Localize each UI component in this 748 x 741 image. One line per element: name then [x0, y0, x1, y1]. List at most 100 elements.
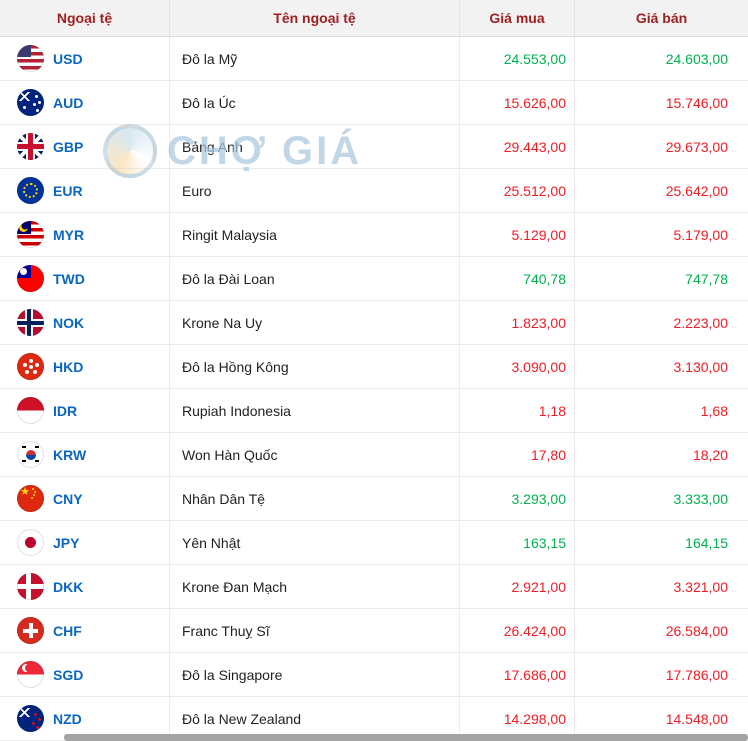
currency-name: Đô la Đài Loan: [182, 270, 275, 287]
sell-price: 2.223,00: [673, 314, 729, 331]
hk-flag-icon: [17, 353, 44, 380]
currency-cell: USD: [0, 37, 170, 80]
sell-price-cell: 1,68: [575, 389, 748, 432]
sell-price-cell: 15.746,00: [575, 81, 748, 124]
currency-name: Won Hàn Quốc: [182, 446, 278, 463]
currency-cell: DKK: [0, 565, 170, 608]
header-buy-price: Giá mua: [460, 0, 575, 36]
currency-code-link[interactable]: JPY: [53, 534, 80, 551]
buy-price-cell: 3.090,00: [460, 345, 575, 388]
au-flag-icon: [17, 89, 44, 116]
tw-flag-icon: [17, 265, 44, 292]
sell-price: 747,78: [685, 270, 728, 287]
sell-price: 3.333,00: [673, 490, 729, 507]
sell-price: 3.321,00: [673, 578, 729, 595]
table-row: USD Đô la Mỹ 24.553,00 24.603,00: [0, 37, 748, 81]
currency-code-link[interactable]: HKD: [53, 358, 84, 375]
sell-price-cell: 29.673,00: [575, 125, 748, 168]
gb-flag-icon: [17, 133, 44, 160]
buy-price-cell: 26.424,00: [460, 609, 575, 652]
currency-name-cell: Euro: [170, 169, 460, 212]
currency-code-link[interactable]: KRW: [53, 446, 87, 463]
currency-code-link[interactable]: AUD: [53, 94, 84, 111]
buy-price: 163,15: [523, 534, 566, 551]
buy-price: 3.293,00: [511, 490, 567, 507]
header-currency-name: Tên ngoại tệ: [170, 0, 460, 36]
currency-cell: NOK: [0, 301, 170, 344]
currency-name-cell: Krone Đan Mạch: [170, 565, 460, 608]
currency-code-link[interactable]: NZD: [53, 710, 82, 727]
currency-name: Franc Thuỵ Sĩ: [182, 622, 270, 639]
currency-code-link[interactable]: CHF: [53, 622, 82, 639]
table-row: HKD Đô la Hồng Kông 3.090,00 3.130,00: [0, 345, 748, 389]
currency-code-link[interactable]: DKK: [53, 578, 84, 595]
currency-code-link[interactable]: USD: [53, 50, 83, 67]
currency-name: Nhân Dân Tệ: [182, 490, 266, 507]
buy-price: 1.823,00: [511, 314, 567, 331]
buy-price: 26.424,00: [503, 622, 566, 639]
currency-code-link[interactable]: GBP: [53, 138, 84, 155]
currency-code-link[interactable]: MYR: [53, 226, 85, 243]
cn-flag-icon: [17, 485, 44, 512]
eu-flag-icon: [17, 177, 44, 204]
currency-code-link[interactable]: TWD: [53, 270, 85, 287]
currency-cell: CHF: [0, 609, 170, 652]
dk-flag-icon: [17, 573, 44, 600]
sell-price: 24.603,00: [665, 50, 728, 67]
currency-name-cell: Yên Nhật: [170, 521, 460, 564]
currency-code-link[interactable]: IDR: [53, 402, 78, 419]
my-flag-icon: [17, 221, 44, 248]
currency-name: Đô la Hồng Kông: [182, 358, 289, 375]
currency-code-link[interactable]: NOK: [53, 314, 85, 331]
table-header-row: Ngoại tệ Tên ngoại tệ Giá mua Giá bán: [0, 0, 748, 37]
header-sell-price: Giá bán: [635, 10, 688, 26]
sell-price-cell: 3.321,00: [575, 565, 748, 608]
currency-cell: EUR: [0, 169, 170, 212]
buy-price: 24.553,00: [503, 50, 566, 67]
currency-name-cell: Rupiah Indonesia: [170, 389, 460, 432]
currency-cell: JPY: [0, 521, 170, 564]
table-row: NZD Đô la New Zealand 14.298,00 14.548,0…: [0, 697, 748, 741]
currency-code-link[interactable]: EUR: [53, 182, 83, 199]
sell-price-cell: 747,78: [575, 257, 748, 300]
buy-price: 740,78: [523, 270, 566, 287]
currency-code-link[interactable]: SGD: [53, 666, 84, 683]
currency-name-cell: Đô la Đài Loan: [170, 257, 460, 300]
table-row: IDR Rupiah Indonesia 1,18 1,68: [0, 389, 748, 433]
table-row: SGD Đô la Singapore 17.686,00 17.786,00: [0, 653, 748, 697]
currency-name: Bảng Anh: [182, 138, 243, 155]
currency-name-cell: Đô la Mỹ: [170, 37, 460, 80]
table-row: GBP Bảng Anh 29.443,00 29.673,00: [0, 125, 748, 169]
table-row: EUR Euro 25.512,00 25.642,00: [0, 169, 748, 213]
buy-price-cell: 1.823,00: [460, 301, 575, 344]
nz-flag-icon: [17, 705, 44, 732]
ch-flag-icon: [17, 617, 44, 644]
currency-cell: TWD: [0, 257, 170, 300]
currency-name: Yên Nhật: [182, 534, 241, 551]
table-row: NOK Krone Na Uy 1.823,00 2.223,00: [0, 301, 748, 345]
currency-name-cell: Đô la New Zealand: [170, 697, 460, 740]
currency-cell: NZD: [0, 697, 170, 740]
currency-name: Đô la Mỹ: [182, 50, 238, 67]
table-row: CNY Nhân Dân Tệ 3.293,00 3.333,00: [0, 477, 748, 521]
sell-price: 15.746,00: [665, 94, 728, 111]
sell-price: 29.673,00: [665, 138, 728, 155]
buy-price-cell: 14.298,00: [460, 697, 575, 740]
sell-price-cell: 25.642,00: [575, 169, 748, 212]
buy-price-cell: 740,78: [460, 257, 575, 300]
horizontal-scrollbar-thumb[interactable]: [64, 734, 748, 741]
currency-name-cell: Won Hàn Quốc: [170, 433, 460, 476]
currency-name-cell: Nhân Dân Tệ: [170, 477, 460, 520]
buy-price-cell: 17,80: [460, 433, 575, 476]
sell-price: 25.642,00: [665, 182, 728, 199]
currency-name-cell: Đô la Hồng Kông: [170, 345, 460, 388]
buy-price-cell: 15.626,00: [460, 81, 575, 124]
currency-cell: MYR: [0, 213, 170, 256]
table-row: JPY Yên Nhật 163,15 164,15: [0, 521, 748, 565]
currency-code-link[interactable]: CNY: [53, 490, 83, 507]
sell-price: 17.786,00: [665, 666, 728, 683]
sell-price-cell: 3.130,00: [575, 345, 748, 388]
sell-price-cell: 2.223,00: [575, 301, 748, 344]
kr-flag-icon: [17, 441, 44, 468]
buy-price: 1,18: [538, 402, 566, 419]
